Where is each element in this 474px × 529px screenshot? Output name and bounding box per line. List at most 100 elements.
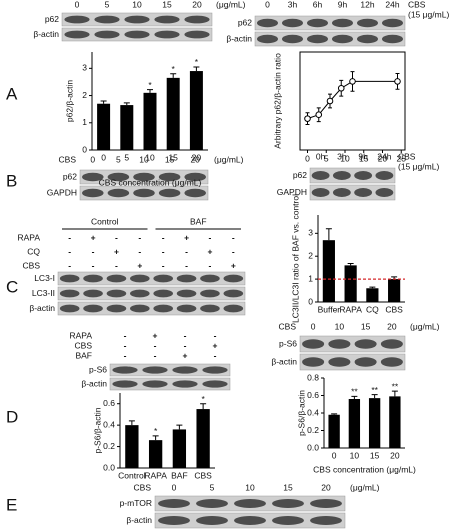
- row-label: p-S6: [279, 338, 297, 348]
- significance: **: [371, 385, 378, 395]
- row-label: LC3-I: [34, 273, 55, 283]
- treatment-cell: -: [154, 350, 157, 360]
- blot-band: [375, 171, 394, 180]
- y-axis-label: p62/β-actin: [64, 80, 74, 122]
- error-bar: [128, 420, 135, 426]
- unit-label: CBS: [408, 0, 426, 9]
- treatment-cell: -: [92, 260, 95, 270]
- bar: [143, 92, 157, 150]
- error-bar: [193, 66, 200, 72]
- x-tick-label: Control: [118, 470, 146, 480]
- y-axis-label: p-S6/β-actin: [92, 407, 102, 453]
- blot-strip: [309, 184, 396, 201]
- treatment-cell: -: [124, 350, 127, 360]
- blot-band: [357, 34, 378, 44]
- x-tick-label: CBS: [385, 304, 403, 314]
- blot-band: [112, 366, 138, 374]
- significance: **: [351, 387, 358, 397]
- blot-band: [142, 366, 168, 374]
- error-bar: [123, 102, 130, 106]
- blot-strip: [109, 363, 231, 377]
- treatment-cell: -: [162, 232, 165, 242]
- unit-label: (15 μg/mL): [398, 161, 439, 171]
- blot-band: [106, 289, 127, 298]
- blot-band: [200, 274, 220, 283]
- blot-band: [302, 339, 325, 349]
- lane-label: 15: [283, 482, 293, 492]
- treatment-cell: -: [209, 260, 212, 270]
- significance: *: [201, 394, 205, 404]
- significance: *: [154, 426, 158, 436]
- blot-band: [302, 357, 325, 367]
- treatment-label: CBS: [75, 340, 93, 350]
- y-tick-label: 0.6: [103, 398, 115, 408]
- treatment-cell: -: [209, 232, 212, 242]
- panel-label: A: [6, 84, 18, 103]
- blot-band: [129, 289, 150, 298]
- point: [315, 111, 323, 119]
- y-tick-label: 0.2: [307, 425, 319, 435]
- lane-label: 24h: [377, 151, 391, 161]
- y-axis-label: p-S6/β-actin: [296, 390, 306, 436]
- treatment-cell: -: [124, 330, 127, 340]
- treatment-cell: -: [92, 246, 95, 256]
- y-tick-label: 0.0: [103, 462, 115, 472]
- treatment-cell: +: [137, 260, 142, 270]
- significance: **: [392, 381, 399, 391]
- blot-strip: [299, 353, 406, 371]
- lane-label: 0: [172, 482, 177, 492]
- point: [394, 78, 401, 85]
- row-label: β-actin: [126, 515, 152, 525]
- y-tick-label: 0.4: [307, 407, 319, 417]
- bar: [344, 265, 357, 302]
- blot-prefix: CBS: [59, 154, 77, 164]
- treatment-label: RAPA: [17, 232, 40, 242]
- row-label: LC3-II: [32, 288, 55, 298]
- blot-band: [223, 274, 244, 283]
- x-tick-label: CQ: [366, 304, 379, 314]
- treatment-cell: +: [153, 330, 158, 340]
- y-tick-label: 1: [82, 117, 87, 127]
- blot-band: [176, 289, 197, 298]
- blot-band: [153, 304, 174, 313]
- group-label: BAF: [190, 216, 207, 226]
- point: [304, 115, 311, 122]
- unit-label: (μg/mL): [214, 154, 244, 164]
- row-label: p-S6: [89, 364, 107, 374]
- blot-band: [64, 15, 90, 24]
- bar: [166, 77, 180, 150]
- error-bar: [152, 435, 159, 441]
- bar: [368, 398, 381, 448]
- blot-band: [357, 18, 378, 28]
- blot-band: [257, 34, 278, 44]
- bar: [120, 105, 134, 150]
- blot-band: [332, 171, 351, 180]
- y-tick-label: 2: [82, 90, 87, 100]
- lane-label: 10: [335, 321, 345, 331]
- lane-label: 9h: [358, 151, 368, 161]
- x-tick-label: BAF: [171, 470, 188, 480]
- treatment-label: CQ: [27, 246, 40, 256]
- blot-band: [124, 30, 150, 39]
- treatment-cell: -: [214, 350, 217, 360]
- blot-band: [107, 188, 130, 198]
- row-label: β-actin: [226, 33, 252, 43]
- blot-band: [332, 18, 353, 28]
- blot-band: [328, 339, 351, 349]
- blot-band: [196, 516, 228, 525]
- blot-band: [106, 304, 127, 313]
- y-tick-label: 0.4: [103, 419, 115, 429]
- blot-prefix: CBS: [279, 321, 297, 331]
- blot-band: [223, 289, 244, 298]
- point: [326, 97, 334, 105]
- treatment-cell: -: [185, 260, 188, 270]
- row-label: β-actin: [81, 378, 107, 388]
- blot-band: [172, 366, 198, 374]
- x-tick-label: 20: [378, 153, 388, 163]
- blot-band: [172, 380, 198, 388]
- lane-label: 20: [192, 0, 202, 9]
- treatment-cell: +: [183, 350, 188, 360]
- blot-band: [328, 357, 351, 367]
- treatment-label: CBS: [23, 260, 41, 270]
